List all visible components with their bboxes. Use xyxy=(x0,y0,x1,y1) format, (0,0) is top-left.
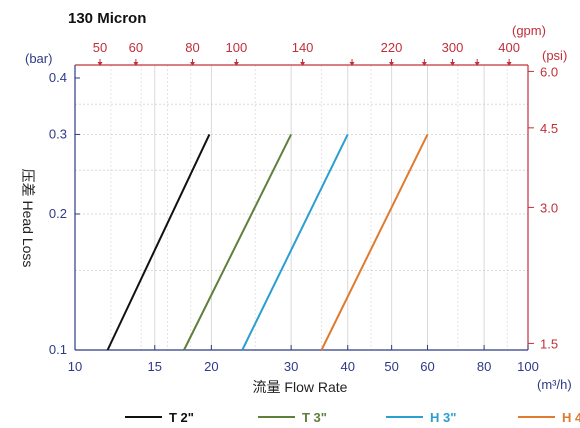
top-tick-arrow xyxy=(233,62,239,66)
top-unit-label: (gpm) xyxy=(512,23,546,38)
y-tick-label: 0.4 xyxy=(49,70,67,85)
top-tick-arrow xyxy=(300,62,306,66)
right-unit-label: (psi) xyxy=(542,48,567,63)
top-minor-tick-arrow xyxy=(421,62,427,66)
x-tick-label: 80 xyxy=(477,359,491,374)
chart-title: 130 Micron xyxy=(68,10,146,27)
x-tick-label: 10 xyxy=(68,359,82,374)
top-tick-label: 50 xyxy=(93,40,107,55)
top-tick-label: 140 xyxy=(292,40,314,55)
top-tick-arrow xyxy=(189,62,195,66)
x-tick-label: 40 xyxy=(340,359,354,374)
top-tick-arrow xyxy=(133,62,139,66)
right-tick-label: 1.5 xyxy=(540,336,558,351)
series-line xyxy=(183,133,292,351)
top-minor-tick-arrow xyxy=(474,62,480,66)
y-tick-label: 0.2 xyxy=(49,206,67,221)
y-tick-label: 0.3 xyxy=(49,126,67,141)
x-tick-label: 60 xyxy=(420,359,434,374)
series-line xyxy=(320,133,429,351)
top-minor-tick-arrow xyxy=(349,62,355,66)
x-tick-label: 15 xyxy=(148,359,162,374)
legend-label: H 3" xyxy=(430,410,456,425)
x-tick-label: 20 xyxy=(204,359,218,374)
axes-group: 10 15 20 30 40 50 60 80 100 0.1 0.2 0.3 0.4 50 60 80 100… xyxy=(49,40,558,374)
x-tick-label: 100 xyxy=(517,359,539,374)
top-tick-arrow xyxy=(389,62,395,66)
top-tick-arrow xyxy=(450,62,456,66)
grid xyxy=(75,65,528,350)
series-line xyxy=(241,133,349,351)
top-tick-label: 80 xyxy=(185,40,199,55)
x-tick-label: 50 xyxy=(384,359,398,374)
y-unit-label: (bar) xyxy=(25,51,52,66)
series-group xyxy=(106,133,429,351)
top-tick-arrow xyxy=(97,62,103,66)
x-axis-title: 流量 Flow Rate xyxy=(253,379,348,395)
legend-label: T 3" xyxy=(302,410,327,425)
top-tick-label: 400 xyxy=(498,40,520,55)
right-tick-label: 6.0 xyxy=(540,64,558,79)
top-tick-label: 60 xyxy=(129,40,143,55)
y-tick-label: 0.1 xyxy=(49,342,67,357)
x-tick-label: 30 xyxy=(284,359,298,374)
top-tick-label: 300 xyxy=(442,40,464,55)
y-axis-title: 压差 Head Loss xyxy=(20,169,36,268)
series-line xyxy=(106,133,211,351)
top-tick-label: 220 xyxy=(381,40,403,55)
right-tick-label: 4.5 xyxy=(540,121,558,136)
top-tick-label: 100 xyxy=(226,40,248,55)
x-unit-label: (m³/h) xyxy=(537,377,572,392)
top-tick-arrow xyxy=(506,62,512,66)
legend-label: H 4" xyxy=(562,410,580,425)
right-tick-label: 3.0 xyxy=(540,200,558,215)
legend-label: T 2" xyxy=(169,410,194,425)
legend: T 2" T 3" H 3" H 4" xyxy=(125,410,580,425)
